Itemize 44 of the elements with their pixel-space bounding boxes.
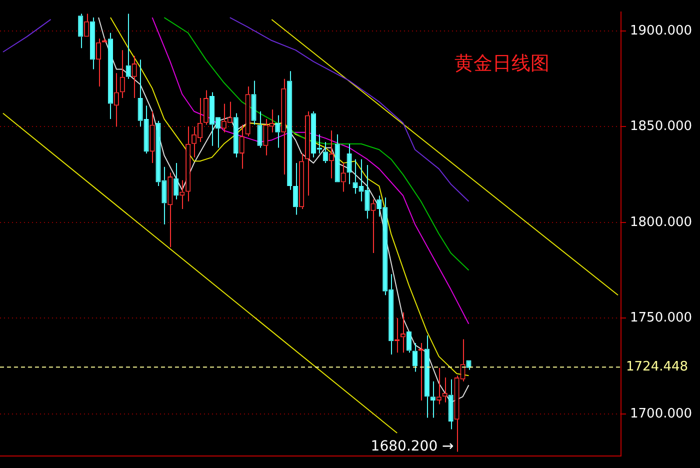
candlestick (150, 110, 155, 164)
candlestick (251, 80, 256, 126)
candlestick (293, 162, 298, 216)
annotation: 1680.200 → (370, 438, 454, 454)
candlestick (346, 143, 352, 185)
candlestick (322, 141, 328, 164)
candlestick (466, 360, 472, 370)
candlestick (304, 110, 310, 196)
candlestick (126, 13, 131, 80)
candlestick (239, 124, 244, 170)
candlestick (334, 134, 340, 182)
candlestick (114, 72, 119, 128)
candlestick (245, 86, 250, 137)
y-tick-label: 1800.000 (630, 214, 692, 230)
y-tick-label: 1700.000 (630, 406, 692, 422)
candlestick (168, 172, 173, 248)
candlestick (406, 332, 412, 354)
candlestick (203, 90, 209, 126)
text: 黄金日线图 (454, 52, 550, 75)
candlestick (120, 50, 125, 98)
candlestick (257, 110, 262, 148)
candlestick (340, 162, 346, 192)
candlestick (287, 70, 292, 190)
candlestick (90, 17, 96, 70)
candlestick (174, 162, 179, 200)
y-tick-label: 1900.000 (630, 23, 692, 38)
candlestick (233, 112, 238, 158)
ref-line-label: 1724.448 (626, 359, 688, 374)
candlestick (186, 126, 191, 202)
candlestick (78, 13, 84, 49)
candlestick (275, 114, 280, 148)
candlestick (448, 378, 454, 430)
candlestick (108, 32, 114, 120)
candlestick (436, 367, 442, 405)
candlestick (424, 334, 430, 418)
y-tick-label: 1850.000 (630, 119, 692, 134)
candlestick (84, 13, 90, 37)
candlestick (281, 78, 286, 176)
candlestick (96, 38, 102, 87)
candlestick (430, 380, 436, 418)
candlestick (412, 342, 418, 372)
candlestick (299, 152, 304, 210)
y-tick-label: 1750.000 (630, 310, 692, 326)
candlestick (132, 55, 137, 98)
